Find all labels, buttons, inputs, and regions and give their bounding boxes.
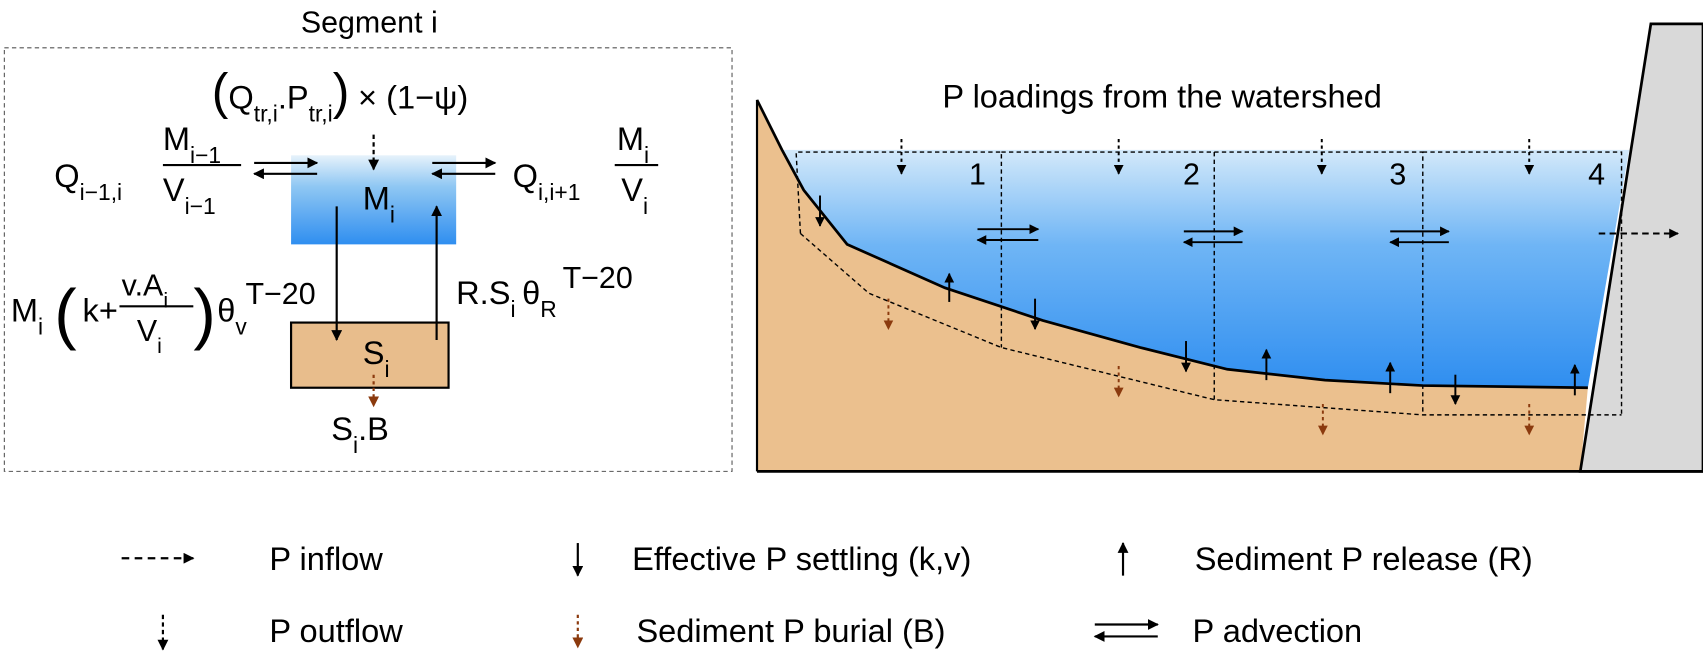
paren: ) — [333, 64, 350, 120]
sediment-box — [289, 321, 450, 389]
segment-number: 1 — [969, 158, 986, 192]
downstream-den: Vi — [621, 172, 648, 219]
subscript: i,i+1 — [538, 179, 580, 205]
release-term: R.Si θR — [456, 275, 557, 322]
upstream-den: Vi−1 — [163, 172, 216, 219]
burial-arrows — [883, 298, 1535, 436]
segment-number: 4 — [1588, 158, 1605, 192]
burial-term: Si.B — [331, 411, 389, 458]
paren: ( — [212, 64, 229, 120]
paren: ( — [54, 277, 77, 352]
subscript: tr,i — [309, 101, 333, 127]
segment-number: 3 — [1389, 158, 1406, 192]
upstream-num: Mi−1 — [163, 121, 221, 168]
symbol: R.S — [456, 275, 510, 311]
water-label: Mi — [363, 181, 395, 228]
reservoir-title: P loadings from the watershed — [942, 79, 1381, 115]
segment-number: 2 — [1183, 158, 1200, 192]
symbol: V — [137, 314, 158, 348]
inflow-term: (Qtr,i.Ptr,i) × (1−ψ) — [212, 64, 468, 127]
subscript: i — [157, 334, 162, 358]
segment-title: Segment i — [301, 6, 438, 40]
symbol: M — [11, 292, 38, 328]
segment-arrows — [119, 134, 659, 408]
symbol: θ — [522, 275, 540, 311]
legend-label: Effective P settling (k,v) — [632, 541, 971, 577]
settling-num: v.Ai — [122, 268, 168, 312]
subscript: i−1,i — [80, 179, 122, 205]
segment-box — [795, 151, 1003, 348]
subscript: i — [643, 193, 648, 219]
segment-boxes — [795, 151, 1623, 416]
legend-label: P inflow — [269, 541, 383, 577]
symbol: S — [363, 335, 385, 371]
symbol: S — [331, 411, 353, 447]
symbol: M — [363, 181, 390, 217]
subscript: i−1 — [190, 142, 221, 168]
symbol: V — [163, 172, 185, 208]
symbol: V — [621, 172, 643, 208]
symbol: θ — [217, 292, 235, 328]
factor: × (1−ψ) — [358, 80, 468, 116]
legend-label: Sediment P release (R) — [1195, 541, 1533, 577]
sediment-boundary — [799, 232, 1622, 416]
subscript: i — [644, 142, 649, 168]
legend-label: Sediment P burial (B) — [636, 613, 945, 649]
subscript: i — [390, 202, 395, 228]
downstream-q: Qi,i+1 — [513, 158, 581, 205]
symbol: .B — [358, 411, 389, 447]
settling-k: k+ — [83, 292, 118, 328]
legend-symbols — [121, 541, 1159, 651]
settling-theta: θv — [217, 292, 247, 339]
subscript: v — [235, 313, 247, 339]
settling-m: Mi — [11, 292, 43, 339]
subscript: i−1 — [185, 193, 216, 219]
downstream-num: Mi — [617, 121, 649, 168]
symbol: v.A — [122, 268, 164, 302]
subscript: i — [384, 356, 389, 382]
subscript: i — [163, 288, 168, 312]
upstream-q: Qi−1,i — [54, 158, 122, 205]
symbol: M — [617, 121, 644, 157]
reservoir-arrows — [815, 139, 1679, 436]
segment-box — [1422, 151, 1623, 415]
subscript: tr,i — [254, 101, 278, 127]
symbol: Q — [228, 80, 253, 116]
symbol: Q — [54, 158, 79, 194]
superscript: T−20 — [245, 277, 315, 311]
reservoir-water — [781, 149, 1630, 388]
superscript: T−20 — [563, 261, 633, 295]
subscript: i — [510, 296, 515, 322]
legend-label: P outflow — [269, 613, 403, 649]
paren: ) — [193, 277, 215, 352]
symbol: M — [163, 121, 190, 157]
sediment-label: Si — [363, 335, 390, 382]
settling-den: Vi — [137, 314, 162, 358]
legend-label: P advection — [1193, 613, 1363, 649]
symbol: .P — [278, 80, 309, 116]
subscript: i — [353, 432, 358, 458]
subscript: i — [38, 313, 43, 339]
symbol: Q — [513, 158, 538, 194]
lake-bed — [755, 99, 1588, 390]
subscript: R — [540, 296, 556, 322]
reservoir-sediment — [757, 99, 1588, 472]
